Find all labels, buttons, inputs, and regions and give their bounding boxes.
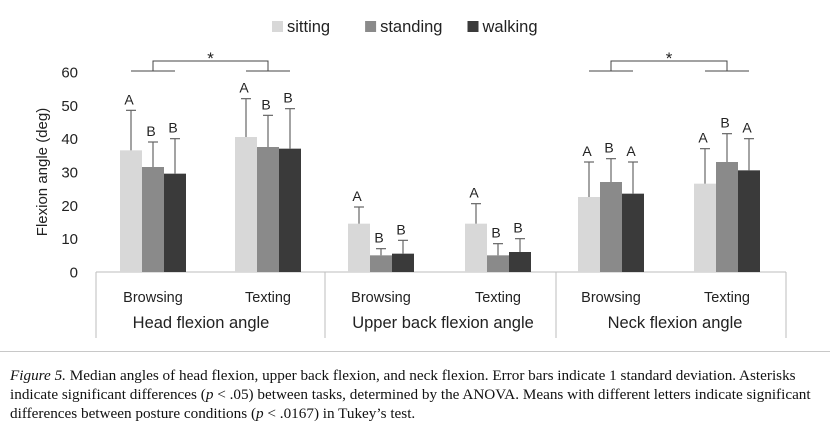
divider xyxy=(0,351,830,352)
caption-text-2: < .05) between tasks, determined by the … xyxy=(10,386,811,422)
y-tick-label: 0 xyxy=(70,265,78,282)
legend-swatch-walking xyxy=(467,21,479,32)
group-label: Upper back flexion angle xyxy=(352,314,534,332)
bar xyxy=(142,167,164,272)
significance-letter: B xyxy=(513,220,522,236)
y-tick-label: 60 xyxy=(61,65,78,82)
caption-text-1: Median angles of head flexion, upper bac… xyxy=(10,367,796,403)
bar xyxy=(622,193,644,272)
figure-label: Figure 5. xyxy=(10,367,66,384)
significance-letter: B xyxy=(283,90,292,106)
y-tick-label: 40 xyxy=(61,131,78,148)
chart: sitting standing walking Flexion angle (deg… xyxy=(34,18,787,338)
category-label: Texting xyxy=(475,290,521,306)
legend-label-standing: standing xyxy=(380,18,442,36)
category-label: Texting xyxy=(704,290,750,306)
y-tick-label: 10 xyxy=(61,231,78,248)
significance-letter: A xyxy=(124,91,134,107)
significance-star: * xyxy=(207,49,214,68)
caption-text-3: < .0167) in Tukey’s test. xyxy=(263,405,416,422)
y-tick-label: 20 xyxy=(61,198,78,215)
significance-letter: B xyxy=(604,140,613,156)
significance-letter: A xyxy=(582,143,592,159)
category-label: Browsing xyxy=(351,290,411,306)
bar xyxy=(716,162,738,272)
bar xyxy=(257,147,279,272)
group-label: Head flexion angle xyxy=(133,314,270,332)
significance-letter: B xyxy=(261,96,270,112)
significance-letter: B xyxy=(720,115,729,131)
figure-caption: Figure 5. Median angles of head flexion,… xyxy=(10,366,818,423)
legend-swatch-sitting xyxy=(272,21,283,32)
legend-label-walking: walking xyxy=(482,18,538,36)
bar xyxy=(164,173,186,272)
significance-letter: B xyxy=(168,120,177,136)
significance-letter: B xyxy=(396,221,405,237)
bar xyxy=(370,255,392,272)
bar xyxy=(694,183,716,272)
significance-letter: A xyxy=(698,130,708,146)
bar xyxy=(465,223,487,272)
bar xyxy=(578,197,600,272)
y-tick-label: 50 xyxy=(61,98,78,115)
significance-letter: B xyxy=(374,230,383,246)
bar xyxy=(738,170,760,272)
significance-letter: A xyxy=(626,143,636,159)
category-label: Browsing xyxy=(123,290,183,306)
significance-star: * xyxy=(666,49,673,68)
category-label: Texting xyxy=(245,290,291,306)
significance-letter: A xyxy=(239,80,249,96)
legend-swatch-standing xyxy=(365,21,377,32)
significance-letter: A xyxy=(742,120,752,136)
bar xyxy=(509,252,531,272)
caption-p2: p xyxy=(256,405,264,422)
group-label: Neck flexion angle xyxy=(608,314,743,332)
significance-bracket xyxy=(152,60,269,71)
bar xyxy=(600,182,622,272)
y-tick-label: 30 xyxy=(61,165,78,182)
legend-label-sitting: sitting xyxy=(287,18,330,36)
bar xyxy=(487,255,509,272)
caption-p1: p xyxy=(205,386,214,403)
significance-letter: A xyxy=(352,188,362,204)
significance-letter: A xyxy=(469,185,479,201)
y-axis-label: Flexion angle (deg) xyxy=(34,108,51,236)
significance-bracket xyxy=(610,60,728,71)
significance-letter: B xyxy=(146,123,155,139)
bar xyxy=(348,223,370,272)
significance-letter: B xyxy=(491,225,500,241)
bar xyxy=(392,253,414,272)
bar xyxy=(120,150,142,272)
bar xyxy=(235,137,257,272)
category-label: Browsing xyxy=(581,290,641,306)
bar xyxy=(279,148,301,272)
